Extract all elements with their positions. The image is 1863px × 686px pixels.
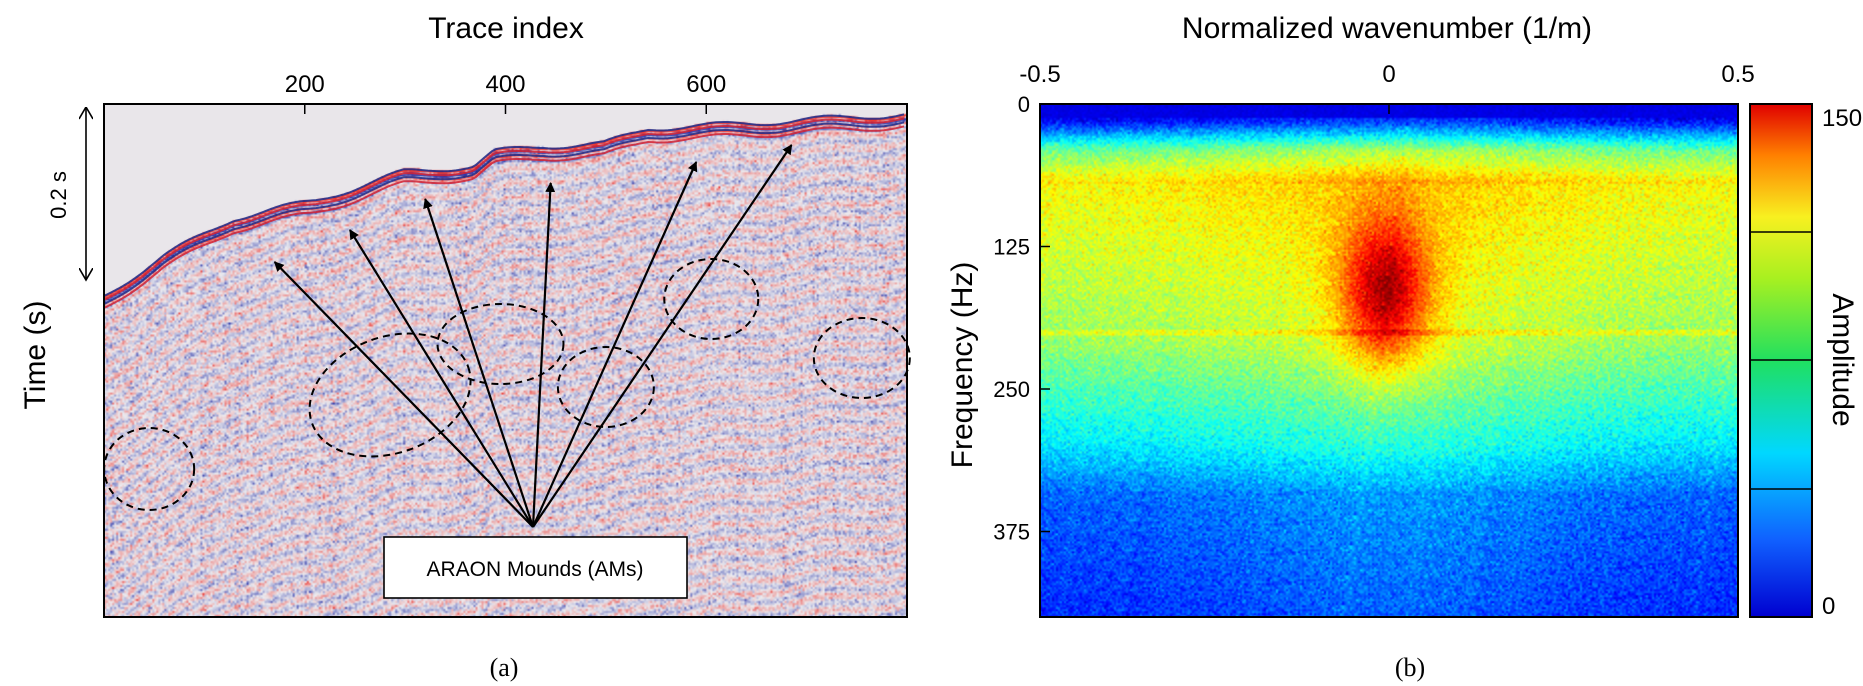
colorbar: 150 0 Amplitude: [1750, 104, 1862, 620]
y-tick-label: 375: [993, 520, 1030, 545]
y-tick-label: 125: [993, 235, 1030, 260]
panel-a-y-axis-label: Time (s): [19, 301, 52, 410]
panel-a-top-axis-label: Trace index: [428, 12, 584, 45]
annotation-label: ARAON Mounds (AMs): [426, 558, 643, 581]
panel-b-y-axis-label: Frequency (Hz): [946, 262, 979, 469]
y-tick-label: 250: [993, 377, 1030, 402]
annotation-box: ARAON Mounds (AMs): [384, 537, 687, 598]
panel-b-caption: (b): [1395, 653, 1425, 682]
panel-a-caption: (a): [490, 653, 519, 682]
y-tick-label: 0: [1018, 92, 1030, 117]
x-tick-label: 0.5: [1721, 61, 1754, 88]
scale-bar: 0.2 s: [46, 107, 86, 280]
colorbar-min-label: 0: [1822, 593, 1835, 620]
x-tick-label: -0.5: [1019, 61, 1060, 88]
colorbar-max-label: 150: [1822, 105, 1862, 132]
colorbar-label: Amplitude: [1826, 293, 1859, 426]
x-tick-label: 0: [1382, 61, 1395, 88]
panel-b: Normalized wavenumber (1/m) -0.5 0 0.5 Fre…: [946, 12, 1862, 682]
x-tick-label: 200: [285, 71, 325, 98]
panel-a: Trace index 200 400 600 Time (s) 0.2 s ARA…: [19, 12, 910, 682]
panel-b-top-axis-label: Normalized wavenumber (1/m): [1182, 12, 1592, 45]
fk-spectrum-image: [1040, 104, 1738, 617]
scale-bar-label: 0.2 s: [46, 171, 71, 219]
x-tick-label: 400: [485, 71, 525, 98]
x-tick-label: 600: [686, 71, 726, 98]
